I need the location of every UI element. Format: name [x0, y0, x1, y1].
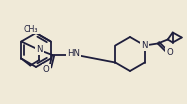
- Text: N: N: [36, 45, 42, 53]
- Text: O: O: [166, 48, 173, 57]
- Text: HN: HN: [67, 50, 80, 58]
- Text: CH₃: CH₃: [24, 25, 39, 34]
- Text: O: O: [43, 66, 50, 74]
- Text: N: N: [142, 41, 148, 50]
